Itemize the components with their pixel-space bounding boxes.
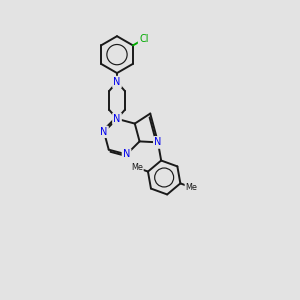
Text: Me: Me [131,163,143,172]
Text: N: N [113,114,121,124]
Text: N: N [154,137,162,147]
Text: N: N [123,149,130,159]
Text: Me: Me [186,183,197,192]
Text: N: N [113,77,121,87]
Text: N: N [154,137,162,147]
Text: N: N [100,127,108,137]
Text: Cl: Cl [139,34,148,44]
